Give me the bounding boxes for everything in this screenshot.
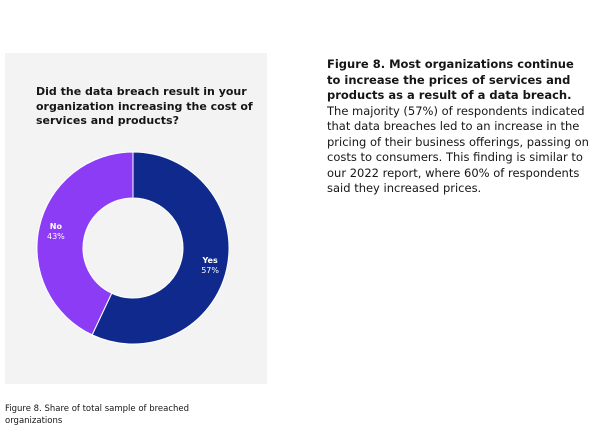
donut-slice-no [36,151,134,336]
slice-label-yes: Yes [201,256,217,265]
chart-title: Did the data breach result in your organ… [36,85,253,127]
chart-card: Did the data breach result in your organ… [5,53,267,384]
slice-label-no: No [50,222,63,231]
slice-value-no: 43% [47,232,65,241]
slice-value-yes: 57% [201,266,219,275]
figure-description: Figure 8. Most organizations continue to… [327,57,589,197]
figure-title: Figure 8. Most organizations continue to… [327,57,574,102]
donut-slice-yes [91,151,230,345]
figure-caption: Figure 8. Share of total sample of breac… [5,404,190,426]
figure-body: The majority (57%) of respondents indica… [327,103,589,196]
